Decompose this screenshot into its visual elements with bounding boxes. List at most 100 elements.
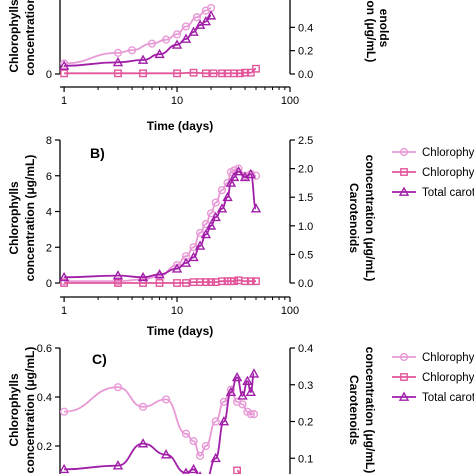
panel-c-ylabel-right-line2: concentration (μg/mL): [363, 347, 377, 474]
data-point-total-carotenoids: [210, 211, 221, 222]
y-left-tick-label: 4: [46, 207, 52, 219]
data-point-chlorophyll-b: [246, 68, 255, 77]
data-point-total-carotenoids: [60, 271, 70, 282]
y-left-tick-label: 0: [46, 278, 52, 290]
fit-line-chlorophyll-b: [64, 67, 257, 75]
panel-c: C) Chlorophylls concentration (μg/mL) Ca…: [7, 343, 474, 474]
panel-a-ylabel-right-line2: enolds: [377, 9, 391, 48]
legend-marker: [399, 352, 409, 362]
data-point-chlorophyll-a: [60, 59, 69, 68]
y-right-tick-label: 0.0: [298, 278, 313, 290]
panel-b-ylabel-left-line1: Chlorophylls: [7, 181, 21, 255]
data-point-chlorophyll-b: [235, 69, 244, 78]
panel-a-ylabel-right-line: lion (μg/mL): [364, 0, 378, 62]
legend-label: Total carotenoid: [422, 187, 474, 199]
legend-label: Chlorophyll a: [422, 352, 474, 364]
data-point-chlorophyll-b: [114, 279, 122, 287]
data-point-total-carotenoids: [205, 220, 217, 230]
data-point-total-carotenoids: [154, 268, 165, 279]
data-point-chlorophyll-a: [192, 13, 202, 22]
data-point-chlorophyll-a: [113, 383, 123, 392]
data-point-total-carotenoids: [216, 203, 228, 213]
y-left-tick-label: 8: [46, 135, 52, 147]
data-point-chlorophyll-b: [209, 69, 218, 78]
data-point-total-carotenoids: [137, 54, 149, 64]
data-point-chlorophyll-a: [249, 410, 259, 419]
data-point-chlorophyll-a: [181, 22, 191, 31]
data-point-total-carotenoids: [60, 60, 70, 70]
data-point-total-carotenoids: [245, 168, 257, 179]
x-tick-label: 100: [281, 305, 299, 317]
data-point-chlorophyll-b: [207, 278, 215, 287]
data-point-total-carotenoids: [188, 251, 199, 262]
panel-a-xlabel: Time (days): [147, 119, 213, 133]
data-point-total-carotenoids: [171, 263, 183, 273]
data-point-chlorophyll-a: [246, 410, 255, 419]
data-point-chlorophyll-a: [211, 198, 220, 207]
data-point-total-carotenoids: [200, 16, 212, 26]
legend-label: Total carotenoi: [422, 392, 474, 404]
y-left-tick-label: 0.6: [37, 343, 52, 355]
legend-marker: [400, 168, 408, 176]
x-tick-label: 1: [61, 305, 67, 317]
data-point-chlorophyll-b: [201, 69, 210, 78]
y-left-tick-label: 0.2: [37, 441, 52, 453]
legend-label: Chlorophyll b: [422, 372, 474, 384]
y-right-tick-label: 2.5: [298, 135, 313, 147]
x-tick-label: 10: [171, 95, 183, 107]
data-point-total-carotenoids: [218, 416, 230, 426]
data-point-chlorophyll-b: [139, 69, 147, 78]
y-left-tick-label: 2: [46, 242, 52, 254]
x-tick-label: 1: [61, 95, 67, 107]
data-point-total-carotenoids: [205, 10, 217, 20]
data-point-chlorophyll-b: [252, 277, 260, 286]
data-point-chlorophyll-a: [226, 385, 236, 394]
y-right-tick-label: 0.4: [298, 343, 313, 355]
legend-label: Chlorophyll a: [422, 147, 474, 159]
fit-line-total-carotenoids: [64, 372, 255, 474]
data-point-total-carotenoids: [222, 191, 233, 202]
panel-b: B) Chlorophylls concentration (μg/mL) Ca…: [7, 135, 474, 338]
panel-c-ylabel-left-line2: concentration (μg/mL): [23, 347, 37, 474]
data-point-chlorophyll-b: [189, 68, 198, 77]
data-point-total-carotenoids: [112, 56, 124, 67]
data-point-total-carotenoids: [250, 203, 262, 213]
data-point-chlorophyll-a: [196, 228, 205, 238]
data-point-chlorophyll-b: [252, 64, 260, 73]
panel-b-ylabel-left-line2: concentration (μg/mL): [23, 155, 37, 282]
y-left-tick-label: 0: [46, 69, 52, 81]
data-point-total-carotenoids: [242, 375, 253, 385]
data-point-total-carotenoids: [237, 390, 248, 400]
data-point-chlorophyll-a: [181, 429, 191, 438]
legend-label: Chlorophyll b: [422, 167, 474, 179]
data-point-total-carotenoids: [182, 467, 190, 474]
data-point-chlorophyll-a: [113, 48, 123, 57]
data-point-total-carotenoids: [210, 452, 221, 463]
fit-line-chlorophyll-a: [64, 386, 254, 457]
data-point-total-carotenoids: [188, 26, 199, 36]
data-point-chlorophyll-a: [161, 395, 171, 404]
data-point-total-carotenoids: [225, 177, 237, 187]
panel-c-label: C): [92, 351, 107, 367]
panel-b-label: B): [90, 145, 105, 161]
data-point-chlorophyll-b: [114, 69, 122, 78]
data-point-total-carotenoids: [137, 438, 149, 448]
data-point-chlorophyll-a: [138, 402, 148, 411]
data-point-total-carotenoids: [233, 166, 244, 176]
data-point-chlorophyll-b: [173, 69, 181, 78]
y-right-tick-label: 0.4: [298, 22, 313, 34]
data-point-chlorophyll-b: [155, 279, 164, 287]
data-point-total-carotenoids: [225, 386, 237, 396]
data-point-chlorophyll-b: [218, 277, 226, 286]
y-right-tick-label: 1.0: [298, 221, 313, 233]
data-point-chlorophyll-a: [206, 209, 216, 218]
data-point-total-carotenoids: [248, 368, 260, 378]
panel-c-ylabel-left-line1: Chlorophylls: [7, 373, 21, 447]
data-point-chlorophyll-b: [60, 69, 68, 78]
y-right-tick-label: 0.3: [298, 380, 313, 392]
y-right-tick-label: 1.5: [298, 192, 313, 204]
data-point-chlorophyll-a: [238, 400, 247, 409]
data-point-chlorophyll-a: [201, 441, 210, 451]
data-point-chlorophyll-a: [60, 407, 69, 416]
